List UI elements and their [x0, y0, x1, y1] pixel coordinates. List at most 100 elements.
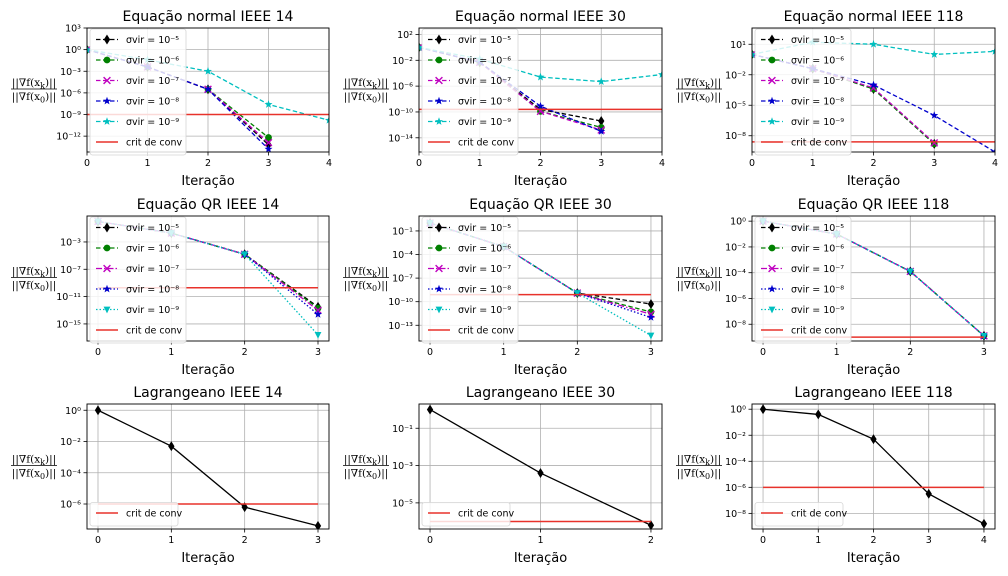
data-point	[991, 147, 995, 152]
y-tick-label: 10⁻³	[392, 461, 413, 472]
x-axis-label: Iteração	[847, 363, 900, 378]
data-point	[870, 434, 877, 445]
legend-label: crit de conv	[791, 138, 847, 149]
legend-marker	[103, 222, 111, 233]
y-tick-label: 10⁻¹⁴	[388, 133, 413, 144]
data-point	[980, 518, 988, 529]
series-line-1	[97, 409, 319, 527]
legend-label: σvir = 10⁻⁵	[458, 35, 511, 46]
y-label-numerator: ||∇f(xk)||	[344, 454, 388, 468]
data-point	[265, 134, 272, 141]
y-tick-label: 10⁻¹	[392, 424, 413, 435]
chart-title: Equação QR IEEE 14	[137, 197, 280, 213]
legend-marker	[103, 96, 111, 105]
x-tick-label: 1	[815, 535, 821, 546]
x-axis-label: Iteração	[514, 551, 567, 566]
legend: σvir = 10⁻⁵ σvir = 10⁻⁶ σvir = 10⁻⁷ σvir = …	[89, 28, 187, 156]
y-axis-label: ||∇f(xk)||||∇f(x0)||	[11, 266, 57, 293]
legend-marker	[435, 244, 443, 252]
subplot-1: 0 1 2 3 4 10³ 10⁰ 10⁻³ 10⁻⁶ 10⁻⁹ 10⁻¹² Equação norm…	[11, 9, 332, 189]
data-point	[759, 404, 767, 415]
data-point	[87, 45, 91, 54]
legend-marker	[435, 76, 443, 85]
legend-marker	[435, 34, 443, 45]
y-label-denominator: ||∇f(x0)||	[677, 280, 722, 294]
legend-label: σvir = 10⁻⁵	[126, 35, 179, 46]
data-point	[752, 50, 756, 58]
data-point	[646, 313, 655, 321]
legend-label: σvir = 10⁻⁸	[458, 285, 511, 296]
series-line-5	[762, 220, 985, 337]
legend-label: σvir = 10⁻⁵	[126, 223, 179, 234]
x-tick-label: 3	[981, 347, 987, 358]
data-point	[537, 468, 544, 478]
y-label-numerator: ||∇f(xk)||	[677, 454, 721, 468]
data-point	[264, 144, 273, 152]
subplot-7: 0 1 2 3 10⁰ 10⁻² 10⁻⁴ 10⁻⁶ Lagrangeano IEEE 14 It…	[11, 385, 330, 566]
legend-marker	[103, 56, 111, 64]
x-axis-label: Iteração	[514, 363, 567, 378]
y-tick-label: 10²	[397, 30, 413, 41]
legend-label: σvir = 10⁻⁷	[458, 264, 511, 275]
y-tick-label: 10⁻²	[725, 70, 746, 81]
y-tick-label: 10⁰	[730, 405, 746, 416]
legend-marker	[435, 222, 443, 233]
legend: σvir = 10⁻⁵ σvir = 10⁻⁶ σvir = 10⁻⁷ σvir = …	[421, 216, 519, 344]
legend-box	[754, 28, 852, 156]
axes-frame	[86, 215, 330, 342]
legend-label: σvir = 10⁻⁶	[126, 244, 179, 255]
x-tick-label: 1	[477, 158, 483, 169]
subplot-9: 0 1 2 3 4 10⁰ 10⁻² 10⁻⁴ 10⁻⁶ 10⁻⁸ Lagrangeano IEEE…	[676, 385, 996, 566]
legend-marker	[103, 264, 111, 273]
data-point	[426, 404, 434, 415]
data-point	[314, 520, 322, 529]
chart-title: Equação normal IEEE 118	[784, 9, 964, 25]
legend-label: σvir = 10⁻⁵	[791, 223, 844, 234]
legend-label: σvir = 10⁻⁸	[791, 285, 844, 296]
legend-label: crit de conv	[458, 509, 514, 520]
legend-box	[89, 216, 187, 344]
data-point	[419, 43, 423, 52]
legend-label: σvir = 10⁻⁵	[791, 35, 844, 46]
y-tick-label: 10⁻²	[60, 437, 81, 448]
data-point	[925, 488, 932, 499]
data-point	[647, 332, 655, 340]
x-tick-label: 2	[870, 158, 876, 169]
y-tick-label: 10¹	[730, 40, 746, 51]
legend-marker	[103, 76, 111, 85]
y-tick-label: 10⁻¹¹	[56, 292, 81, 303]
legend-label: σvir = 10⁻⁸	[458, 97, 511, 108]
x-tick-label: 3	[315, 535, 321, 546]
data-point	[314, 331, 322, 339]
x-tick-label: 2	[242, 347, 248, 358]
x-tick-label: 1	[168, 535, 174, 546]
legend-marker	[103, 244, 111, 252]
y-axis-label: ||∇f(xk)||||∇f(x0)||	[11, 77, 57, 105]
y-tick-label: 10⁻⁴	[725, 457, 746, 468]
x-tick-label: 4	[981, 535, 987, 546]
legend-label: σvir = 10⁻⁸	[791, 97, 844, 108]
x-tick-label: 2	[537, 158, 543, 169]
x-tick-label: 0	[427, 347, 433, 358]
y-axis-label: ||∇f(xk)||||∇f(x0)||	[343, 266, 389, 293]
legend-label: crit de conv	[458, 138, 514, 149]
subplot-2: 0 1 2 3 4 10² 10⁻² 10⁻⁶ 10⁻¹⁰ 10⁻¹⁴ Equação normal…	[343, 9, 665, 189]
x-tick-label: 0	[427, 535, 433, 546]
chart-title: Equação normal IEEE 30	[455, 9, 626, 25]
data-point	[647, 520, 655, 529]
data-point	[658, 70, 662, 78]
y-tick-label: 10⁻⁴	[725, 268, 746, 279]
y-tick-label: 10⁻²	[725, 242, 746, 253]
y-tick-label: 10⁻⁴	[392, 250, 413, 261]
legend-marker	[768, 222, 776, 233]
legend: crit de conv	[754, 502, 847, 527]
y-label-numerator: ||∇f(xk)||	[677, 77, 721, 91]
x-tick-label: 0	[95, 347, 101, 358]
legend-marker	[103, 34, 111, 45]
legend-marker	[768, 96, 776, 105]
data-point	[752, 50, 756, 59]
y-tick-label: 10⁻³	[60, 237, 81, 248]
data-point	[536, 72, 545, 81]
data-point	[264, 100, 273, 108]
legend-marker	[103, 284, 111, 293]
